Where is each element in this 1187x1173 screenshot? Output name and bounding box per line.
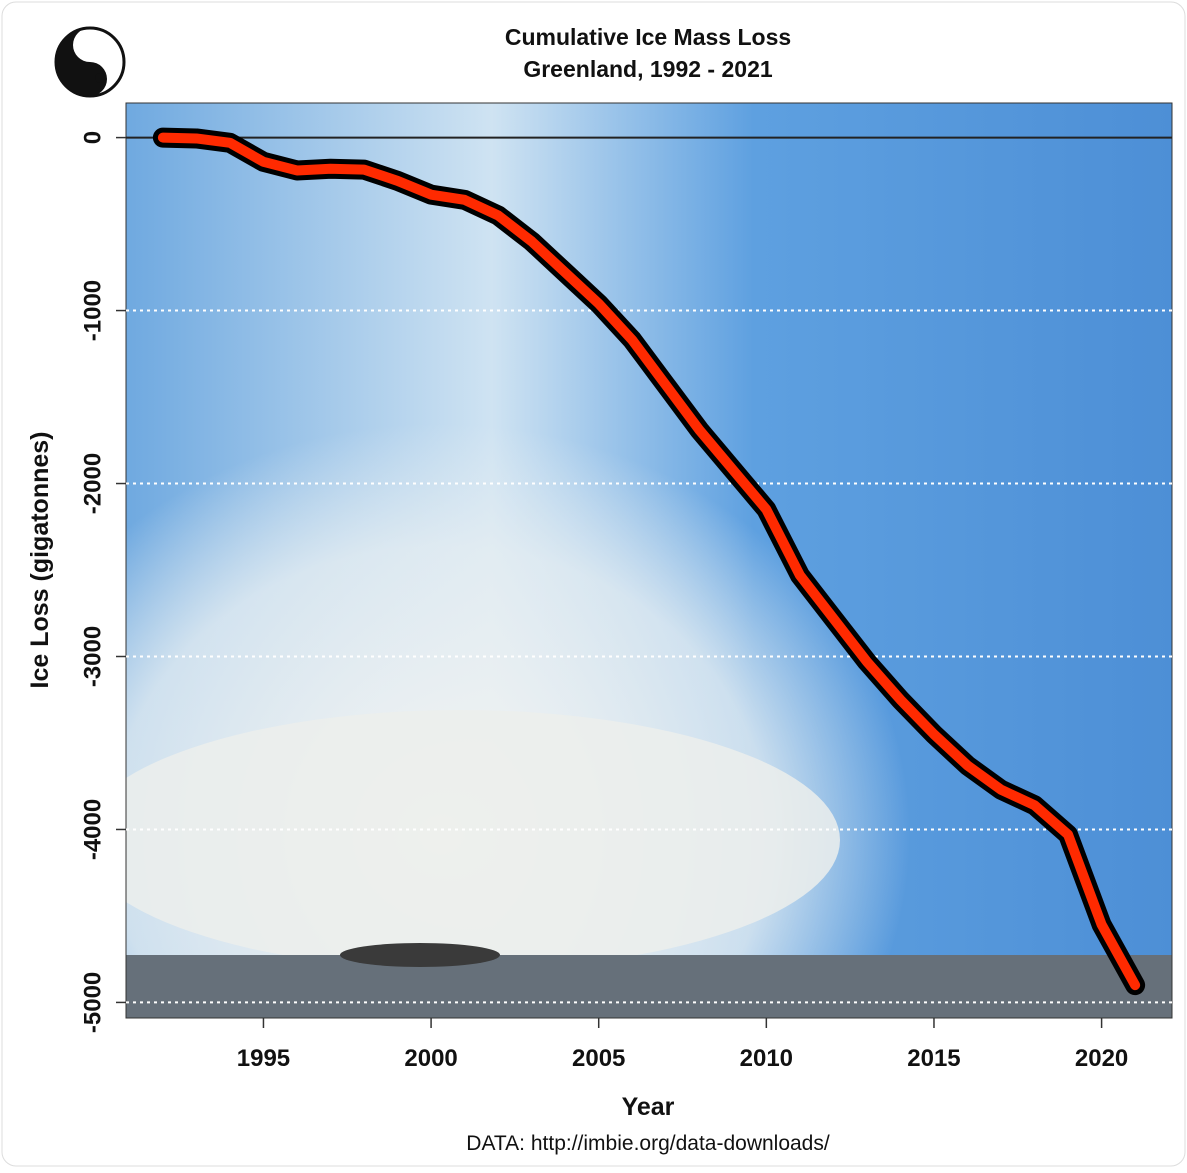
source: DATA: http://imbie.org/data-downloads/	[466, 1132, 830, 1155]
chart-subtitle: Greenland, 1992 - 2021	[523, 56, 773, 82]
y-tick-label: 0	[79, 131, 106, 144]
x-tick-label: 2020	[1075, 1045, 1128, 1072]
y-tick-label: -2000	[79, 453, 106, 514]
x-tick-label: 2005	[572, 1045, 625, 1072]
x-tick-label: 2000	[404, 1045, 457, 1072]
x-tick-label: 2015	[907, 1045, 960, 1072]
plot-border	[125, 102, 1173, 1019]
y-tick-label: -5000	[79, 972, 106, 1033]
background-photo	[126, 103, 1172, 1018]
y-tick-label: -3000	[79, 626, 106, 687]
y-axis-label: Ice Loss (gigatonnes)	[26, 432, 54, 689]
line	[157, 132, 1141, 991]
y-tick-label: -4000	[79, 799, 106, 860]
chart-title: Cumulative Ice Mass Loss	[505, 24, 791, 50]
x-tick-label: 2010	[740, 1045, 793, 1072]
x-axis-label: Year	[622, 1093, 675, 1121]
logo	[54, 26, 126, 98]
y-tick-label: -1000	[79, 280, 106, 341]
x-tick-label: 1995	[237, 1045, 290, 1072]
